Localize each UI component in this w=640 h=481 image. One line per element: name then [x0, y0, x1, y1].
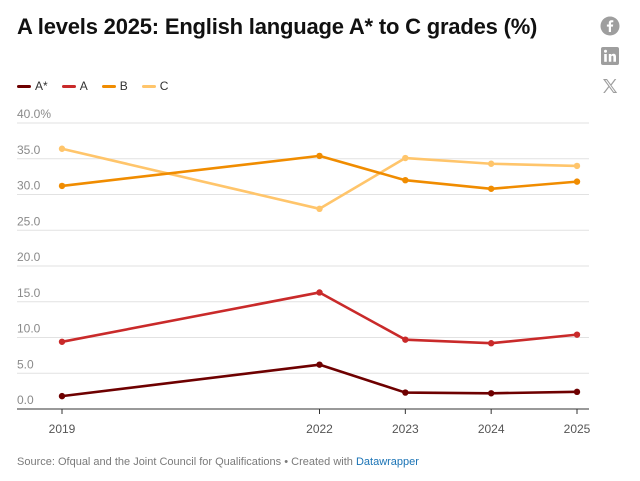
x-tick-label: 2022: [306, 422, 333, 436]
y-tick-label: 5.0: [17, 357, 34, 371]
legend-item-a-star: A*: [17, 79, 48, 93]
x-tick-label: 2023: [392, 422, 419, 436]
chart-legend: A* A B C: [17, 79, 182, 93]
x-tick-label: 2025: [564, 422, 591, 436]
data-point-a-star: [58, 392, 66, 400]
data-point-a: [58, 338, 66, 345]
data-point-a: [487, 340, 495, 347]
legend-item-c: C: [141, 79, 169, 93]
y-tick-label: 10.0: [17, 322, 41, 336]
legend-swatch-a: [61, 84, 76, 88]
x-icon[interactable]: [600, 76, 620, 96]
data-point-b: [487, 185, 495, 192]
data-point-a-star: [316, 361, 323, 368]
legend-label-a: A: [79, 79, 88, 93]
legend-swatch-a-star: [17, 84, 31, 88]
data-point-a-star: [487, 390, 495, 397]
data-point-c: [573, 162, 581, 170]
data-point-a: [573, 331, 581, 338]
facebook-icon[interactable]: [600, 16, 620, 36]
data-point-b: [573, 178, 581, 185]
data-point-b: [58, 182, 66, 190]
legend-label-c: C: [159, 79, 169, 93]
data-point-a: [402, 336, 409, 343]
legend-item-b: B: [101, 79, 128, 93]
legend-label-b: B: [119, 79, 128, 93]
y-tick-label: 25.0: [17, 214, 41, 228]
data-point-b: [402, 177, 409, 184]
created-with-label: Created with: [291, 456, 353, 468]
data-point-a: [316, 289, 323, 296]
chart-footer: Source: Ofqual and the Joint Council for…: [17, 456, 419, 468]
data-point-a-star: [573, 388, 581, 396]
data-point-b: [316, 152, 323, 160]
line-chart: 0.0 5.0 10.0 15.0 20.0 25.0 30.0 35.0 40.0% 2019 2…: [17, 107, 591, 436]
legend-item-a: A: [61, 79, 88, 93]
y-tick-label: 0.0: [17, 393, 34, 407]
data-point-a-star: [402, 389, 409, 396]
series-line-a-star: [60, 363, 579, 398]
data-point-c: [316, 205, 323, 212]
chart-title: A levels 2025: English language A* to C …: [17, 14, 538, 39]
x-tick-label: 2024: [478, 422, 505, 436]
legend-swatch-b: [101, 84, 116, 88]
y-tick-label: 30.0: [17, 179, 41, 193]
y-tick-label: 15.0: [17, 286, 41, 300]
data-point-c: [487, 160, 495, 167]
series-line-a: [60, 291, 579, 345]
datawrapper-link[interactable]: Datawrapper: [355, 456, 419, 468]
series-line-b: [60, 154, 579, 191]
data-point-c: [402, 154, 409, 162]
social-share-bar: [600, 16, 622, 106]
x-tick-label: 2019: [49, 422, 76, 436]
y-tick-label: 20.0: [17, 250, 41, 264]
data-point-c: [58, 145, 66, 152]
legend-swatch-c: [141, 84, 156, 88]
linkedin-icon[interactable]: [600, 46, 620, 66]
y-tick-label: 35.0: [17, 143, 41, 157]
footer-separator: •: [284, 456, 289, 468]
source-note: Source: Ofqual and the Joint Council for…: [17, 456, 282, 468]
y-tick-label: 40.0%: [17, 107, 51, 121]
legend-label-a-star: A*: [35, 79, 48, 93]
